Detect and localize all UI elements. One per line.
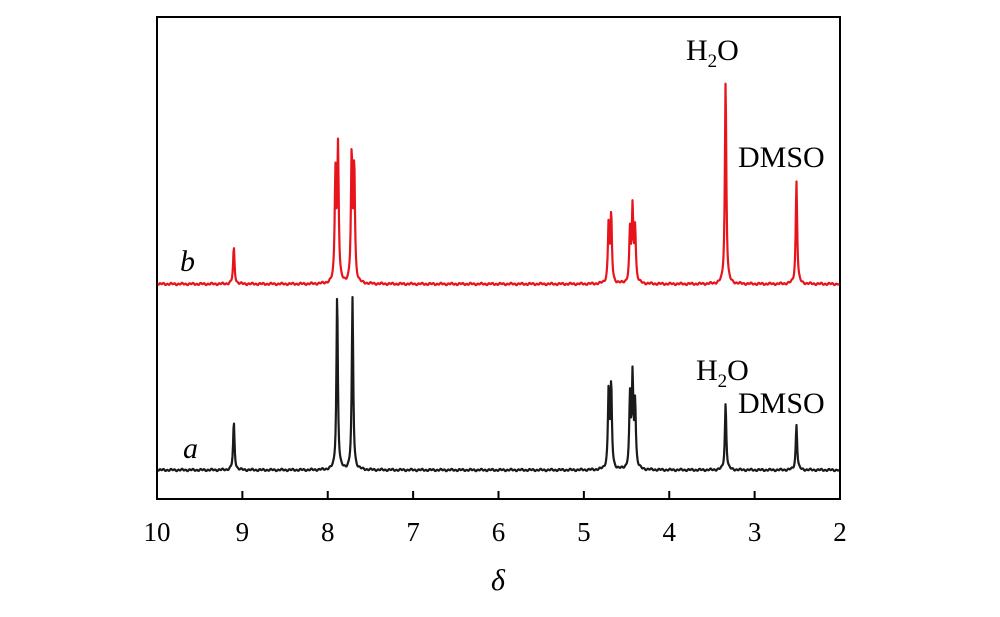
x-tick-label: 4 — [663, 517, 677, 547]
x-tick-label: 3 — [748, 517, 762, 547]
x-tick-label: 7 — [406, 517, 420, 547]
x-tick-label: 6 — [492, 517, 506, 547]
x-tick-label: 9 — [236, 517, 250, 547]
x-axis-ticks: 10 9 8 7 6 5 4 3 2 — [144, 491, 847, 547]
dmso-peak-label: DMSO — [738, 141, 825, 174]
x-tick-label: 8 — [321, 517, 335, 547]
water-peak-label: H2O — [696, 354, 749, 392]
dmso-peak-label: DMSO — [738, 387, 825, 420]
trace-b — [157, 82, 840, 287]
trace-label-b: b — [180, 245, 195, 278]
x-tick-label: 2 — [833, 517, 847, 547]
trace-a — [157, 295, 840, 473]
water-peak-label: H2O — [686, 34, 739, 72]
trace-label-a: a — [183, 432, 198, 465]
x-tick-label: 5 — [577, 517, 591, 547]
plot-frame — [156, 16, 841, 500]
x-axis-title: δ — [491, 564, 506, 597]
x-tick-label: 10 — [144, 517, 171, 547]
spectrum-traces — [157, 82, 840, 473]
